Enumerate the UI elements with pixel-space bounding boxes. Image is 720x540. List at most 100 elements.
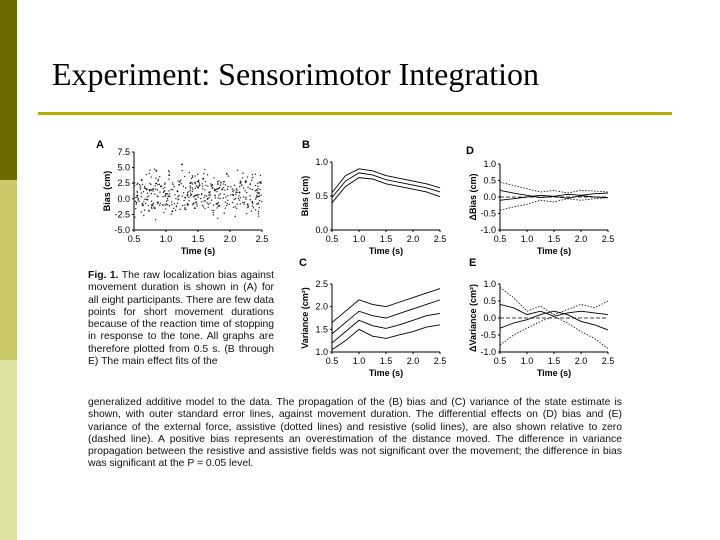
scatter-point (181, 195, 184, 197)
scatter-point (192, 204, 194, 206)
scatter-point (242, 196, 245, 198)
scatter-point (216, 183, 219, 185)
scatter-point (215, 203, 217, 205)
scatter-point (142, 191, 145, 193)
scatter-point (156, 189, 159, 191)
scatter-point (251, 188, 254, 191)
scatter-point (194, 183, 196, 185)
scatter-point (257, 210, 260, 213)
panel-A-xtick-label: 1.5 (192, 234, 205, 244)
scatter-point (211, 184, 213, 186)
scatter-point (191, 181, 193, 184)
scatter-point (165, 203, 168, 205)
scatter-point (246, 176, 249, 178)
panel-C-xtick-label: 2.0 (407, 356, 420, 366)
scatter-point (217, 217, 219, 220)
panel-E-xtick-label: 1.5 (548, 356, 561, 366)
scatter-point (222, 197, 225, 199)
scatter-point (252, 207, 255, 209)
scatter-point (159, 191, 161, 193)
scatter-point (168, 193, 171, 195)
scatter-point (164, 204, 167, 206)
scatter-point (157, 203, 159, 205)
panel-A-xlabel: Time (s) (181, 246, 215, 256)
scatter-point (153, 206, 155, 208)
scatter-point (162, 187, 164, 190)
scatter-point (258, 192, 261, 194)
scatter-point (145, 198, 148, 201)
panel-D-series-line (499, 197, 609, 211)
scatter-point (171, 188, 174, 191)
scatter-point (133, 184, 136, 187)
scatter-point (186, 194, 188, 196)
scatter-point (165, 192, 167, 195)
scatter-point (156, 201, 158, 204)
scatter-point (182, 192, 185, 194)
scatter-point (200, 193, 203, 195)
scatter-point (245, 196, 247, 199)
scatter-point (236, 207, 238, 210)
scatter-point (173, 185, 175, 188)
scatter-point (177, 195, 179, 198)
scatter-point (216, 207, 218, 209)
scatter-point (163, 190, 165, 193)
panel-D-xtick-label: 0.5 (494, 234, 507, 244)
scatter-point (154, 185, 157, 187)
scatter-point (144, 198, 146, 200)
panel-B-xtick-label: 1.0 (353, 234, 366, 244)
scatter-point (247, 186, 249, 188)
scatter-point (239, 180, 242, 182)
scatter-point (236, 169, 239, 171)
scatter-point (203, 172, 205, 175)
scatter-point (137, 182, 139, 185)
panel-D-letter: D (466, 145, 474, 157)
scatter-point (257, 185, 259, 187)
scatter-point (259, 174, 262, 177)
scatter-point (218, 204, 220, 207)
scatter-point (219, 193, 221, 195)
scatter-point (186, 203, 189, 205)
scatter-point (157, 201, 159, 203)
scatter-point (150, 192, 153, 195)
scatter-point (189, 187, 191, 189)
scatter-point (150, 183, 152, 186)
panel-E-xtick-label: 2.5 (602, 356, 615, 366)
scatter-point (257, 202, 260, 204)
scatter-point (235, 188, 238, 190)
scatter-point (238, 195, 240, 197)
panel-E-ytick-label: 0.5 (483, 296, 496, 306)
panel-C-xtick-label: 1.0 (353, 356, 366, 366)
scatter-point (141, 202, 144, 205)
scatter-point (237, 197, 239, 200)
panel-E-series-line (499, 287, 609, 316)
scatter-point (208, 194, 210, 196)
scatter-point (136, 196, 138, 198)
scatter-point (256, 194, 258, 197)
scatter-point (179, 181, 181, 183)
scatter-point (157, 180, 159, 182)
panel-D-xtick-label: 1.5 (548, 234, 561, 244)
scatter-point (155, 169, 158, 172)
scatter-point (220, 181, 222, 183)
scatter-point (196, 203, 198, 205)
scatter-point (175, 198, 177, 200)
scatter-point (232, 206, 235, 208)
scatter-point (159, 202, 162, 205)
scatter-point (250, 210, 253, 212)
scatter-point (154, 168, 156, 170)
panel-E-ytick-label: -1.0 (480, 347, 496, 357)
scatter-point (159, 176, 161, 178)
scatter-point (240, 182, 242, 184)
scatter-point (149, 169, 151, 171)
scatter-point (208, 196, 210, 199)
scatter-point (205, 195, 208, 197)
figure-caption-wrapped: Fig. 1. The raw localization bias agains… (88, 270, 274, 368)
scatter-point (198, 182, 200, 184)
scatter-point (193, 195, 196, 198)
scatter-point (259, 188, 261, 191)
scatter-point (246, 212, 248, 215)
scatter-point (257, 203, 259, 206)
scatter-point (172, 207, 175, 210)
scatter-point (213, 209, 215, 212)
scatter-point (225, 172, 228, 175)
